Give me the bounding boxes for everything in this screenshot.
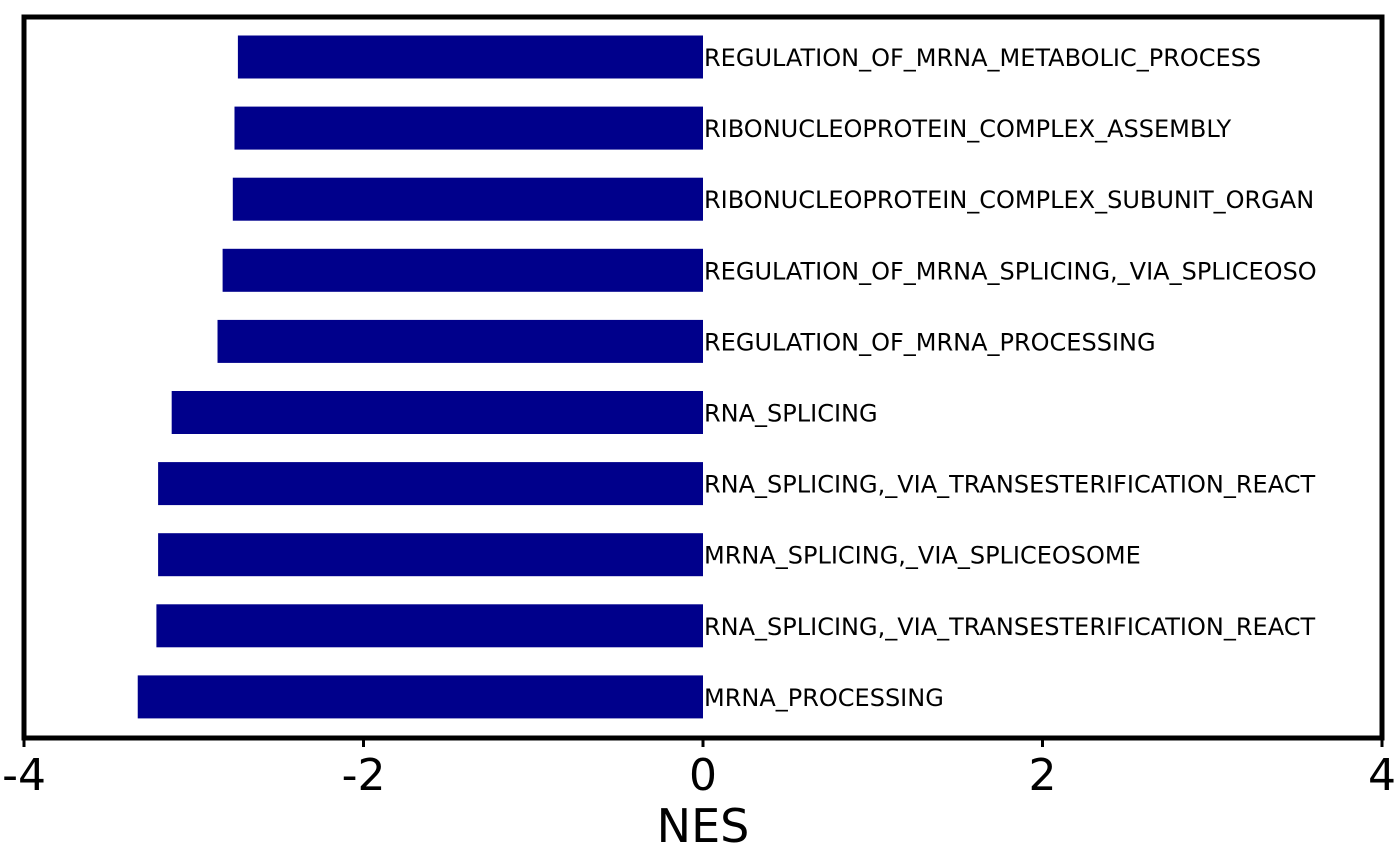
bar xyxy=(237,35,703,79)
x-axis: -4 -2 0 2 4 xyxy=(2,738,1396,801)
bar-label: RNA_SPLICING xyxy=(704,400,878,428)
x-tick-label: -4 xyxy=(2,750,46,801)
bar xyxy=(158,533,704,577)
bar-label: MRNA_SPLICING,_VIA_SPLICEOSOME xyxy=(704,542,1141,570)
bar xyxy=(234,106,704,150)
bar-label: RNA_SPLICING,_VIA_TRANSESTERIFICATION_RE… xyxy=(704,471,1315,499)
bars-layer: REGULATION_OF_MRNA_METABOLIC_PROCESS RIBO… xyxy=(137,35,1317,719)
bar xyxy=(158,462,704,506)
bar xyxy=(171,391,703,434)
bar-label: REGULATION_OF_MRNA_SPLICING,_VIA_SPLICEO… xyxy=(704,257,1317,285)
bar xyxy=(217,319,703,363)
bar xyxy=(137,675,704,719)
bar-label: REGULATION_OF_MRNA_METABOLIC_PROCESS xyxy=(704,44,1261,72)
x-axis-title: NES xyxy=(657,799,750,853)
bar xyxy=(232,177,704,221)
x-tick-label: 2 xyxy=(1029,750,1057,801)
x-tick-label: 0 xyxy=(689,750,717,801)
bar-label: RIBONUCLEOPROTEIN_COMPLEX_SUBUNIT_ORGAN xyxy=(704,186,1314,214)
bar xyxy=(222,248,704,292)
x-tick-label: 4 xyxy=(1368,750,1396,801)
bar-label: RNA_SPLICING,_VIA_TRANSESTERIFICATION_RE… xyxy=(704,613,1315,641)
bar-label: REGULATION_OF_MRNA_PROCESSING xyxy=(704,328,1156,356)
bar xyxy=(156,604,703,648)
bar-label: RIBONUCLEOPROTEIN_COMPLEX_ASSEMBLY xyxy=(704,115,1231,143)
x-tick-label: -2 xyxy=(342,750,386,801)
bar-label: MRNA_PROCESSING xyxy=(704,684,944,712)
